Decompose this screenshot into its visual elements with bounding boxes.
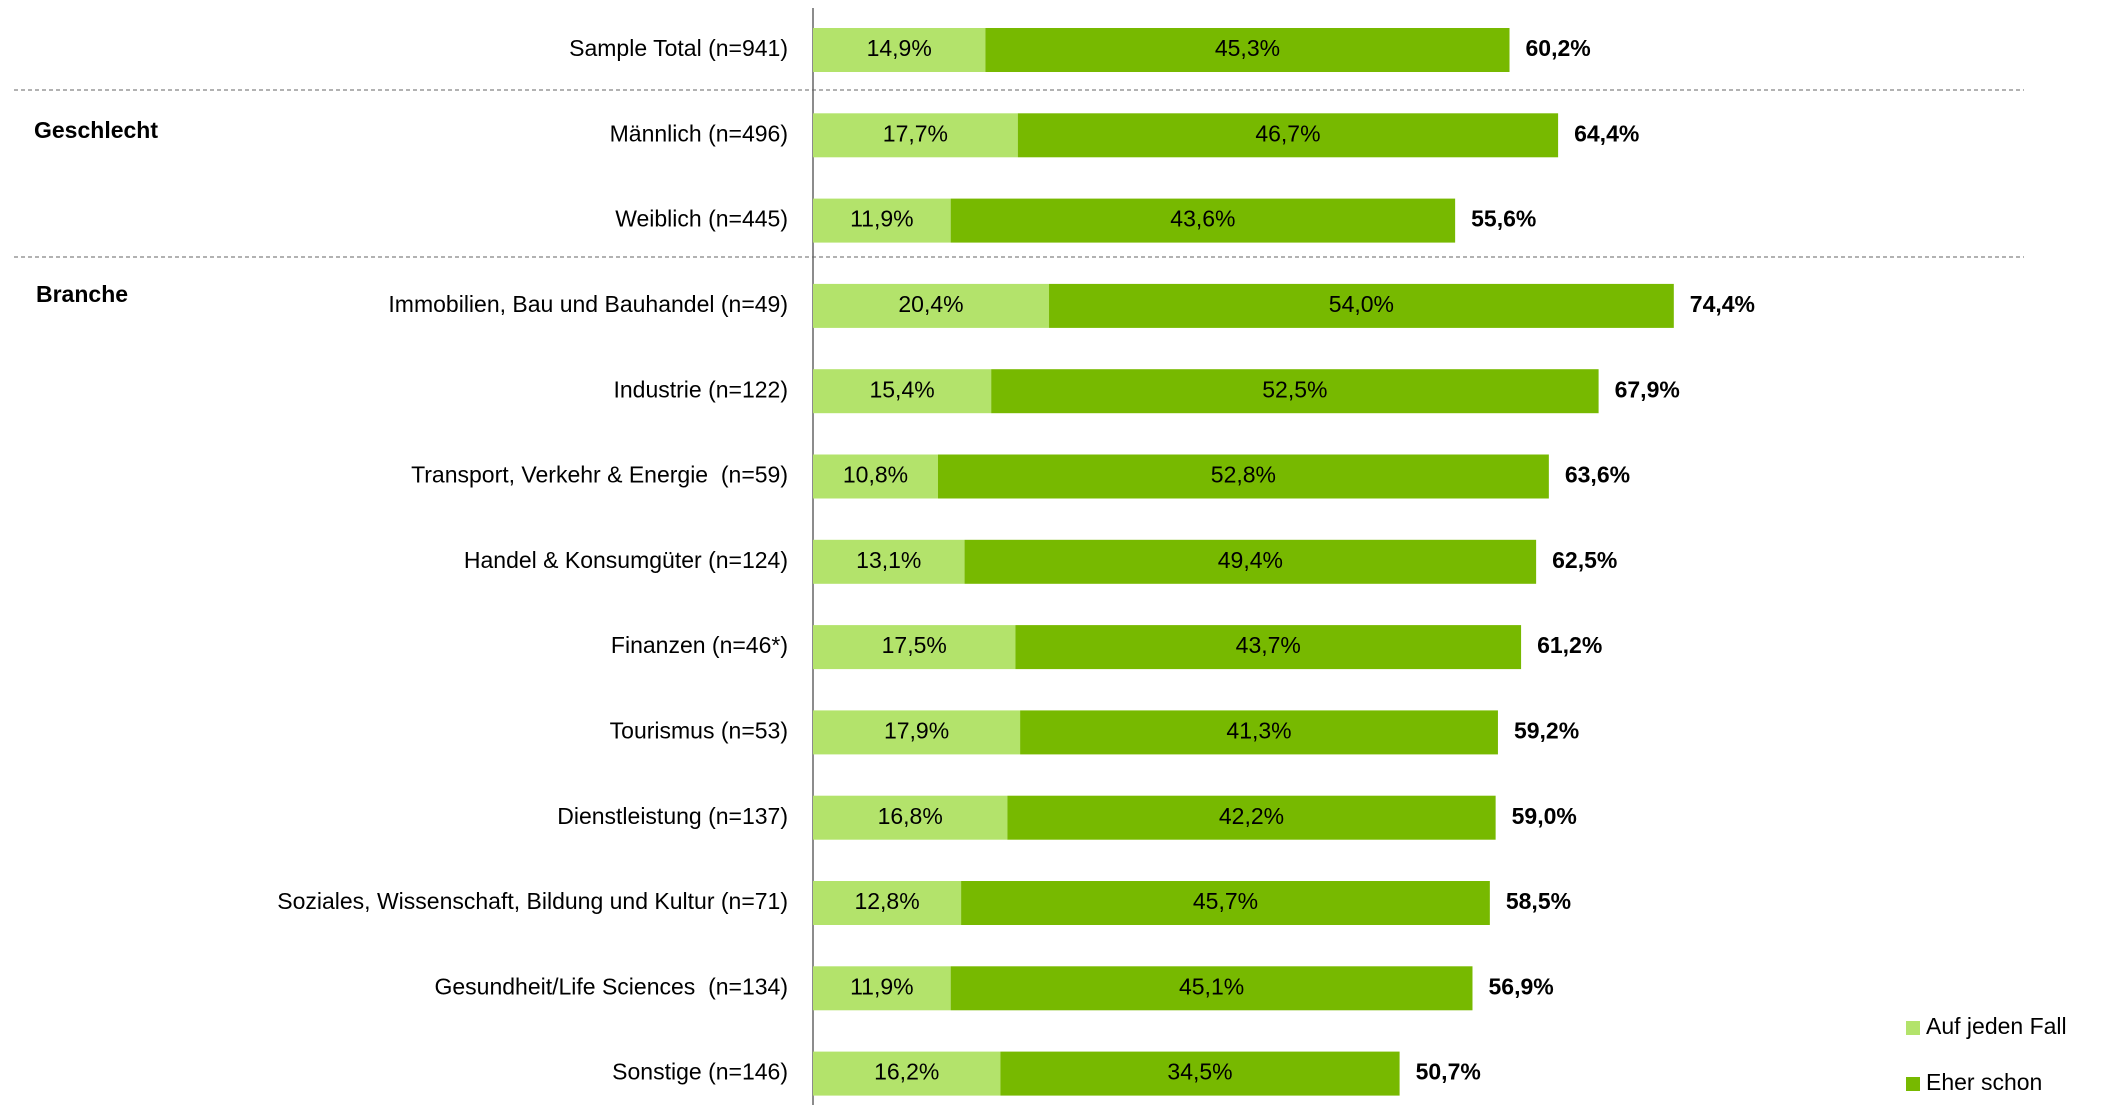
bar-segment	[1017, 113, 1559, 158]
category-label: Finanzen (n=46*)	[611, 632, 788, 658]
value-label: 17,7%	[883, 120, 948, 146]
total-label: 55,6%	[1471, 206, 1536, 232]
category-label: Tourismus (n=53)	[610, 717, 788, 743]
total-label: 67,9%	[1615, 376, 1680, 402]
bar-segment	[813, 1051, 1001, 1096]
legend-swatch	[1906, 1077, 1920, 1091]
total-label: 56,9%	[1488, 973, 1553, 999]
legend-label: Eher schon	[1926, 1069, 2042, 1095]
category-label: Dienstleistung (n=137)	[557, 803, 788, 829]
total-label: 60,2%	[1526, 35, 1591, 61]
category-label: Sample Total (n=941)	[569, 35, 788, 61]
category-label: Handel & Konsumgüter (n=124)	[464, 547, 788, 573]
value-label: 13,1%	[856, 547, 921, 573]
category-label: Gesundheit/Life Sciences (n=134)	[434, 973, 788, 999]
category-label: Soziales, Wissenschaft, Bildung und Kult…	[277, 888, 788, 914]
value-label: 52,5%	[1262, 376, 1327, 402]
category-label: Industrie (n=122)	[613, 376, 788, 402]
bar-segment	[950, 966, 1473, 1011]
value-label: 46,7%	[1255, 120, 1320, 146]
value-label: 20,4%	[898, 291, 963, 317]
value-label: 16,8%	[878, 803, 943, 829]
value-label: 52,8%	[1211, 462, 1276, 488]
total-label: 64,4%	[1574, 120, 1639, 146]
value-label: 42,2%	[1219, 803, 1284, 829]
bar-segment	[813, 113, 1018, 158]
value-label: 17,5%	[882, 632, 947, 658]
bar-segment	[1015, 625, 1522, 670]
value-label: 43,7%	[1236, 632, 1301, 658]
bar-segment	[813, 539, 965, 584]
value-label: 15,4%	[869, 376, 934, 402]
total-label: 50,7%	[1416, 1059, 1481, 1085]
bar-segment	[950, 198, 1456, 243]
value-label: 12,8%	[854, 888, 919, 914]
category-label: Sonstige (n=146)	[612, 1059, 788, 1085]
total-label: 61,2%	[1537, 632, 1602, 658]
bar-segment	[813, 198, 951, 243]
bar-segment	[813, 28, 986, 72]
category-label: Immobilien, Bau und Bauhandel (n=49)	[388, 291, 788, 317]
bar-segment	[813, 369, 992, 414]
value-label: 45,3%	[1215, 35, 1280, 61]
bar-segment	[813, 881, 962, 925]
value-label: 41,3%	[1226, 717, 1291, 743]
bar-segment	[1000, 1051, 1400, 1096]
total-label: 59,2%	[1514, 717, 1579, 743]
bar-segment	[813, 625, 1016, 670]
bar-segment	[813, 283, 1050, 328]
value-label: 16,2%	[874, 1059, 939, 1085]
value-label: 34,5%	[1167, 1059, 1232, 1085]
value-label: 11,9%	[850, 973, 914, 999]
bar-segment	[937, 454, 1549, 499]
value-label: 10,8%	[843, 462, 908, 488]
value-label: 43,6%	[1170, 206, 1235, 232]
legend-label: Auf jeden Fall	[1926, 1013, 2067, 1039]
bar-segment	[991, 369, 1599, 414]
total-label: 59,0%	[1512, 803, 1577, 829]
category-label: Transport, Verkehr & Energie (n=59)	[411, 462, 788, 488]
bar-segment	[1007, 795, 1496, 840]
bar-segment	[813, 966, 951, 1011]
bar-segment	[1049, 283, 1674, 328]
category-label: Weiblich (n=445)	[615, 206, 788, 232]
value-label: 14,9%	[867, 35, 932, 61]
value-label: 45,7%	[1193, 888, 1258, 914]
total-label: 58,5%	[1506, 888, 1571, 914]
legend-swatch	[1906, 1021, 1920, 1035]
bar-segment	[813, 454, 938, 499]
total-label: 74,4%	[1690, 291, 1755, 317]
total-label: 63,6%	[1565, 462, 1630, 488]
bar-segment	[813, 710, 1021, 755]
value-label: 54,0%	[1329, 291, 1394, 317]
group-label: Geschlecht	[34, 117, 158, 143]
value-label: 45,1%	[1179, 973, 1244, 999]
category-label: Männlich (n=496)	[610, 120, 788, 146]
bar-segment	[1020, 710, 1498, 755]
total-label: 62,5%	[1552, 547, 1617, 573]
bar-segment	[985, 28, 1510, 72]
group-label: Branche	[36, 281, 128, 307]
bar-segment	[964, 539, 1537, 584]
bar-segment	[961, 881, 1490, 925]
bar-segment	[813, 795, 1008, 840]
value-label: 17,9%	[884, 717, 949, 743]
value-label: 11,9%	[850, 206, 914, 232]
value-label: 49,4%	[1218, 547, 1283, 573]
